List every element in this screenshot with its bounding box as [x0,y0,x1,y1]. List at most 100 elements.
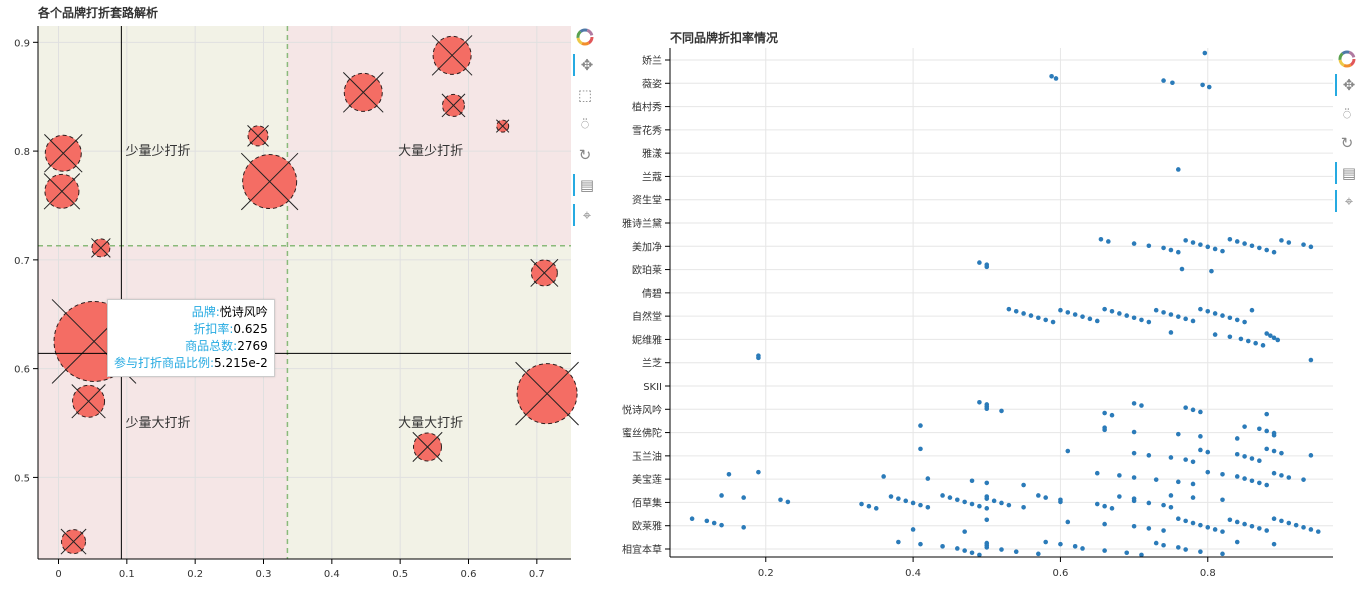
data-point [1190,495,1196,500]
crosshair-icon[interactable]: ⌖ [573,204,599,226]
hover-icon[interactable]: ▤ [573,174,599,196]
data-point [1131,450,1137,456]
data-point [1117,473,1122,478]
data-point [925,504,931,510]
data-point [1190,459,1196,465]
data-point [962,548,967,553]
data-point [1198,306,1203,312]
data-point [1006,306,1012,312]
data-point [1065,519,1071,525]
data-point [1080,314,1085,319]
reset-icon[interactable]: ↻ [1340,134,1354,152]
x-tick-label: 0.5 [392,569,408,580]
right-toolbar: ✥ ⍥ ↻ ▤ ⌖ [1335,48,1359,218]
data-point [859,501,864,507]
x-tick-label: 0 [55,569,61,580]
y-tick-label: 0.8 [14,147,30,158]
bubble-cross [71,384,106,419]
wheel-zoom-icon[interactable]: ⍥ [581,117,589,133]
x-tick-label: 0.6 [461,569,477,580]
pan-icon[interactable]: ✥ [573,54,599,76]
y-tick-label: 资生堂 [632,194,662,207]
data-point [1146,453,1152,458]
y-tick-label: 0.7 [14,256,30,267]
tooltip-row-total: 商品总数:2769 [114,338,268,355]
bubble-cross [44,134,83,173]
data-point [1146,243,1152,249]
y-tick-label: 雅诗兰黛 [622,217,662,230]
data-point [1102,503,1107,509]
data-point [1146,319,1152,325]
data-point [984,496,990,501]
reset-icon[interactable]: ↻ [578,146,592,164]
data-point [918,541,923,547]
data-point [918,446,923,452]
data-point [1168,493,1174,498]
data-point [1308,527,1314,532]
bokeh-logo-icon[interactable] [573,26,597,48]
data-point [1209,268,1214,274]
data-point [1131,523,1137,529]
data-point [1308,453,1314,458]
data-point [1006,502,1012,508]
data-point [1227,315,1233,321]
right-chart-panel: 不同品牌折扣率情况 娇兰 薇姿 植村秀 雪花秀 雅漾 兰蔻 资生堂 雅诗兰黛 美加净 欧珀莱 倩碧自… [600,0,1359,591]
data-point [1021,482,1026,488]
data-point [1036,551,1041,557]
data-point [1013,549,1019,554]
data-point [1242,476,1247,481]
data-point [984,406,990,412]
data-point [1227,517,1233,523]
data-point [1190,407,1196,413]
data-point [977,400,982,405]
data-point [1264,247,1269,253]
left-toolbar: ✥ ⬚ ⍥ ↻ ▤ ⌖ [573,26,597,226]
data-point [1183,518,1188,524]
data-point [1257,458,1262,463]
data-point [962,499,967,505]
box-zoom-icon[interactable]: ⬚ [577,86,593,104]
data-point [1170,80,1175,86]
data-point [1179,266,1185,272]
y-tick-label: 妮维雅 [632,333,662,346]
data-point [1109,506,1115,511]
tooltip-row-brand: 品牌:悦诗风吟 [114,304,268,321]
data-point [1153,307,1159,313]
data-point [1058,499,1063,505]
data-point [1168,247,1174,253]
tooltip-value: 2769 [237,339,268,353]
tooltip-value: 5.215e-2 [214,356,268,370]
crosshair-icon[interactable]: ⌖ [1335,190,1359,212]
data-point [1301,477,1306,482]
data-point [1212,527,1218,532]
x-tick-label: 0.8 [1200,568,1216,579]
bubble-cross [43,173,81,210]
tooltip-label: 折扣率: [193,322,234,336]
data-point [726,472,732,477]
hover-icon[interactable]: ▤ [1335,162,1359,184]
data-point [1234,436,1240,441]
y-tick-label: 玉兰油 [632,450,662,463]
data-point [910,500,916,506]
tooltip-value: 悦诗风吟 [219,305,268,319]
data-point [1242,454,1247,459]
data-point [955,546,960,551]
data-point [1021,311,1026,316]
data-point [1190,240,1196,245]
data-point [1238,336,1244,342]
x-tick-label: 0.2 [187,569,203,580]
pan-icon[interactable]: ✥ [1335,74,1359,96]
data-point [1279,238,1284,243]
bokeh-logo-icon[interactable] [1335,48,1359,70]
wheel-zoom-icon[interactable]: ⍥ [1343,107,1351,123]
right-chart-svg: 不同品牌折扣率情况 娇兰薇姿植村秀雪花秀雅漾兰蔻资生堂雅诗兰黛美加净欧珀莱倩碧自… [622,30,1333,579]
data-point [1205,244,1211,250]
data-point [756,469,761,475]
data-point [1212,332,1218,337]
data-point [1212,246,1218,252]
data-point [1242,424,1247,429]
data-point [1053,76,1059,81]
data-point [1139,317,1144,323]
